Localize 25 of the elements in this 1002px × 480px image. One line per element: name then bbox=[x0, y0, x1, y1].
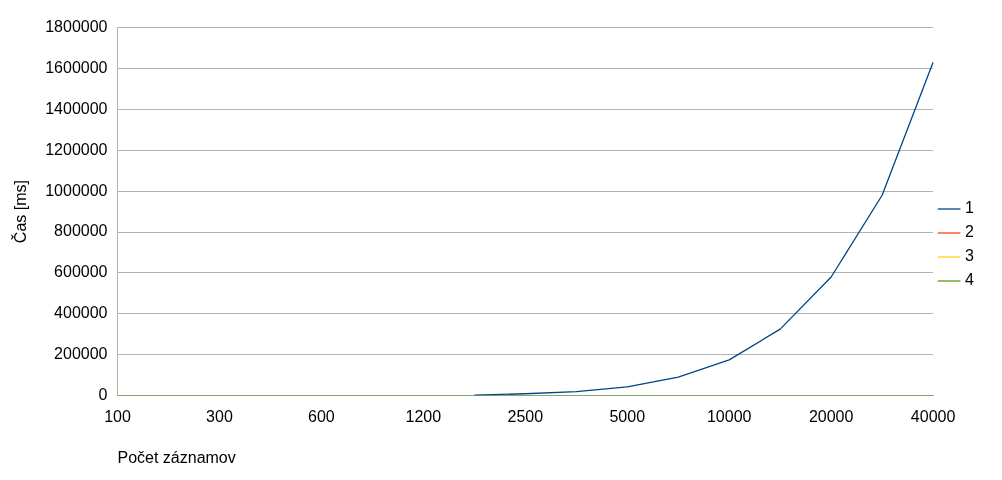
x-tick-label: 1200 bbox=[405, 407, 442, 425]
x-axis-title: Počet záznamov bbox=[117, 448, 236, 466]
y-tick-label: 1600000 bbox=[45, 58, 108, 76]
x-tick-label: 40000 bbox=[910, 407, 956, 425]
legend-label: 3 bbox=[965, 247, 975, 265]
y-tick-label: 1800000 bbox=[45, 18, 108, 36]
legend-label: 2 bbox=[965, 223, 975, 241]
x-tick-label: 300 bbox=[206, 407, 233, 425]
legend-label: 1 bbox=[965, 199, 975, 217]
y-tick-label: 600000 bbox=[54, 263, 108, 281]
y-tick-label: 200000 bbox=[54, 345, 108, 363]
y-tick-label: 800000 bbox=[54, 222, 108, 240]
x-tick-label: 600 bbox=[308, 407, 335, 425]
y-tick-label: 400000 bbox=[54, 304, 108, 322]
x-tick-label: 2500 bbox=[507, 407, 544, 425]
y-axis-title: Čas [ms] bbox=[11, 180, 30, 244]
legend-label: 4 bbox=[965, 271, 975, 289]
y-tick-label: 1200000 bbox=[45, 140, 108, 158]
x-tick-label: 5000 bbox=[609, 407, 646, 425]
y-tick-label: 0 bbox=[98, 386, 108, 404]
y-tick-label: 1000000 bbox=[45, 181, 108, 199]
x-tick-label: 100 bbox=[104, 407, 131, 425]
y-tick-label: 1400000 bbox=[45, 99, 108, 117]
x-tick-label: 20000 bbox=[808, 407, 854, 425]
x-tick-label: 10000 bbox=[706, 407, 752, 425]
